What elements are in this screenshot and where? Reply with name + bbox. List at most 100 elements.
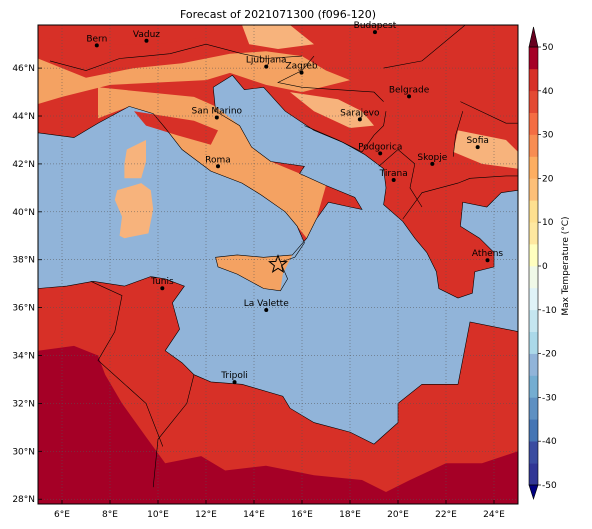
city-dot [299,70,304,75]
city-dot [264,64,269,69]
city-label: Sarajevo [340,108,380,118]
city-dot [357,117,362,122]
border-line [460,101,518,124]
border-line [90,281,164,447]
lat-tick-label: 34°N [12,352,35,362]
border-line [241,53,303,59]
colorbar-tick-label: 10 [542,218,554,228]
colorbar-swatch [529,68,538,92]
apennine-hot-zone [134,111,218,145]
city-label: Roma [205,155,231,165]
colorbar-label: Max Temperature (°C) [561,216,571,316]
city-sofia: Sofia [466,136,489,150]
city-dot [391,177,396,182]
city-sarajevo: Sarajevo [340,108,380,122]
lat-tick-label: 40°N [12,208,35,218]
lat-tick-label: 44°N [12,112,35,122]
city-la-valette: La Valette [244,299,289,313]
city-zagreb: Zagreb [285,62,318,75]
lon-tick-label: 8°E [102,510,118,520]
city-label: Ljubljana [246,56,287,66]
lat-tick-label: 32°N [12,399,35,409]
lat-tick-label: 46°N [12,64,35,74]
border-line [304,125,363,153]
colorbar-swatch [529,419,538,442]
city-label: Skopje [417,153,447,163]
colorbar-swatch [529,156,538,179]
colorbar-tick-label: -20 [542,350,557,360]
colorbar-swatch [529,178,538,201]
city-san-marino: San Marino [192,106,243,120]
colorbar-swatch [529,353,538,376]
colorbar: -50 -40 -30 -20 -10 0 10 20 30 40 50 [528,26,557,500]
colorbar-swatch [529,200,538,223]
city-label: Podgorica [358,142,402,152]
sardinia [114,183,154,239]
colorbar-tick-label: 40 [542,87,554,97]
lat-tick-label: 38°N [12,256,35,266]
city-vaduz: Vaduz [133,30,160,43]
lon-tick-label: 10°E [147,510,169,520]
sahara-hot-zone [38,345,518,504]
city-skopje: Skopje [417,153,448,166]
city-dot [378,151,383,156]
bulgaria-warm-patch [453,130,518,169]
italy-warm-zone [98,87,326,239]
border-line [402,175,518,220]
city-label: San Marino [192,106,243,116]
city-budapest: Budapest [354,21,397,35]
city-label: Tripoli [220,371,248,381]
lon-tick-label: 6°E [54,510,70,520]
city-tirana: Tirana [379,169,408,182]
city-dot [94,43,99,48]
colorbar-extend-low [528,484,539,500]
colorbar-swatch [529,375,538,398]
corsica [124,140,146,179]
alps-east-patch [242,25,314,49]
lat-tick-label: 36°N [12,304,35,314]
colorbar-swatch [529,47,538,70]
lon-tick-label: 22°E [435,510,457,520]
city-label: Tunis [150,277,174,287]
lon-tick-label: 16°E [291,510,313,520]
city-tripoli: Tripoli [220,371,248,385]
colorbar-tick-label: -10 [542,306,557,316]
alps-warm-zone [38,25,350,104]
city-bern: Bern [86,34,107,48]
border-line [152,374,195,488]
colorbar-tick-label: 30 [542,131,554,141]
colorbar-tick-label: 20 [542,174,554,184]
city-dot [475,145,480,150]
lon-tick-label: 14°E [243,510,265,520]
city-label: Vaduz [133,30,160,40]
city-dot [214,115,219,120]
city-ljubljana: Ljubljana [246,56,287,69]
city-dot [430,161,435,166]
colorbar-swatch [529,134,538,157]
colorbar-swatch [529,331,538,354]
city-athens: Athens [472,249,503,263]
map-frame [37,24,519,505]
colorbar-swatch [529,266,538,289]
city-belgrade: Belgrade [389,85,430,99]
colorbar-swatch [529,222,538,245]
city-podgorica: Podgorica [358,142,402,156]
border-line [383,25,466,69]
map-area[interactable] [38,25,518,504]
lon-tick-label: 24°E [483,510,505,520]
graticule [38,25,518,504]
border-line [452,111,464,157]
city-label: Budapest [354,21,397,31]
sicily [215,254,293,291]
city-dot [264,308,269,313]
alps-north-band [38,25,218,45]
country-borders [49,25,518,504]
colorbar-swatch [529,309,538,332]
colorbar-swatch [529,90,538,113]
city-label: Bern [86,34,107,44]
colorbar-tick-label: 50 [542,43,554,53]
colorbar-tick-label: -40 [542,437,557,447]
city-dot [232,380,237,385]
